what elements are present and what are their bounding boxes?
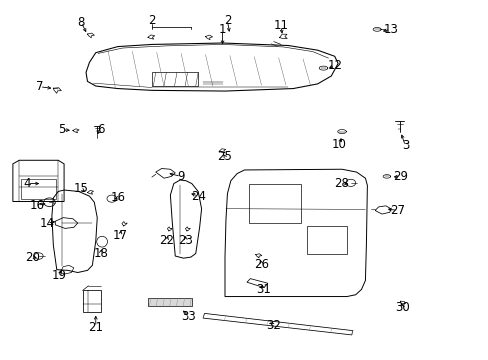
Text: 15: 15 — [74, 183, 88, 195]
Text: 29: 29 — [392, 170, 407, 183]
Text: 20: 20 — [25, 251, 40, 264]
Bar — [148, 298, 191, 306]
Text: 9: 9 — [177, 170, 184, 183]
Text: 2: 2 — [148, 14, 155, 27]
Text: 5: 5 — [58, 123, 65, 136]
Bar — [306, 226, 346, 253]
Text: 14: 14 — [40, 216, 54, 230]
Text: 4: 4 — [24, 177, 31, 190]
Text: 30: 30 — [395, 301, 409, 314]
Text: 3: 3 — [401, 139, 408, 152]
Text: 28: 28 — [334, 177, 349, 190]
Text: 18: 18 — [93, 247, 108, 260]
Text: 11: 11 — [273, 19, 288, 32]
Bar — [249, 184, 300, 223]
Text: 24: 24 — [190, 190, 205, 203]
Text: 13: 13 — [383, 23, 397, 36]
Text: 23: 23 — [178, 234, 193, 247]
Text: 17: 17 — [112, 229, 127, 242]
Text: 31: 31 — [256, 283, 271, 296]
Text: 33: 33 — [181, 310, 195, 323]
Text: 27: 27 — [390, 204, 405, 217]
Text: 1: 1 — [218, 23, 226, 36]
Text: 26: 26 — [254, 258, 268, 271]
Text: 16: 16 — [30, 199, 45, 212]
Bar — [152, 72, 198, 86]
Text: 12: 12 — [326, 59, 342, 72]
Text: 19: 19 — [52, 269, 66, 282]
Text: 25: 25 — [217, 150, 232, 163]
Text: 16: 16 — [110, 192, 125, 204]
Text: 22: 22 — [159, 234, 174, 247]
Text: 21: 21 — [88, 320, 103, 333]
Text: 10: 10 — [331, 138, 346, 150]
Text: 8: 8 — [77, 16, 84, 29]
Bar — [21, 179, 56, 199]
Text: 32: 32 — [266, 319, 281, 332]
Text: 7: 7 — [36, 80, 43, 93]
Text: 2: 2 — [223, 14, 231, 27]
Text: 6: 6 — [97, 123, 104, 136]
Bar — [82, 291, 101, 312]
